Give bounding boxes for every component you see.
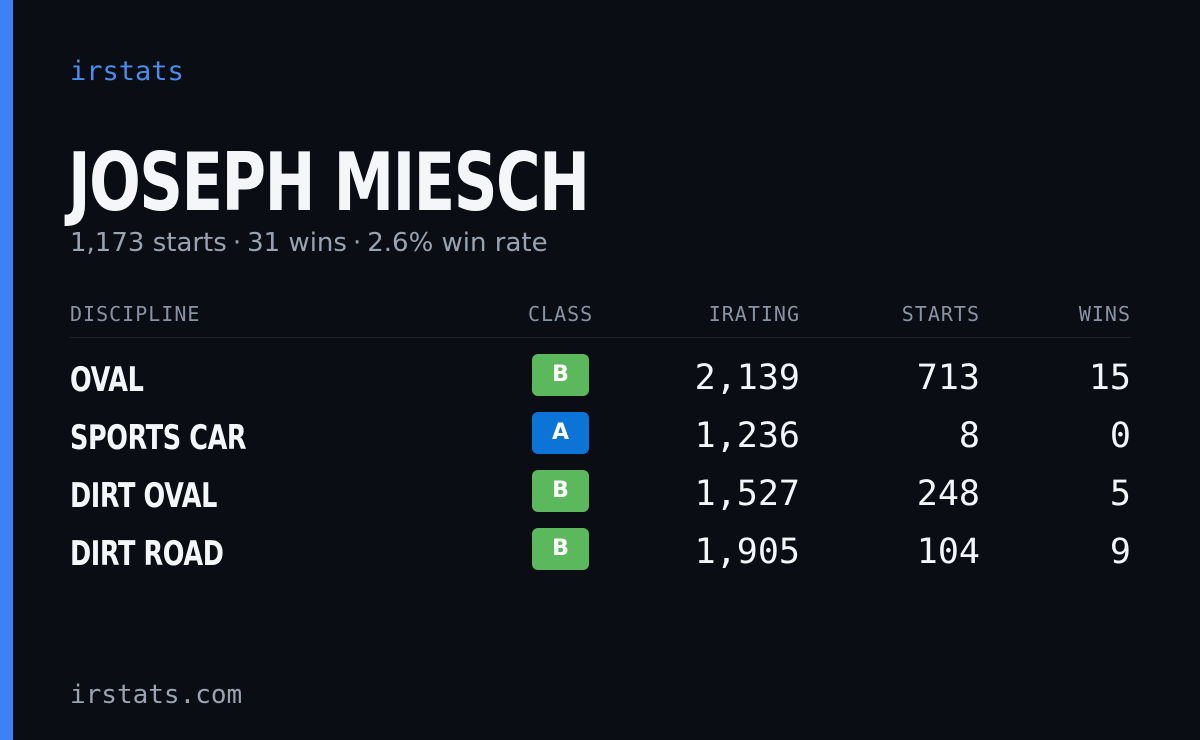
- starts-value: 248: [916, 474, 980, 514]
- starts-value: 8: [958, 416, 980, 456]
- wins-value: 15: [1088, 358, 1131, 398]
- header-wins: WINS: [1078, 302, 1131, 326]
- starts-value: 713: [916, 358, 980, 398]
- win-rate: 2.6% win rate: [367, 228, 548, 258]
- header-irating: IRATING: [708, 302, 800, 326]
- class-badge: B: [532, 470, 589, 512]
- header-discipline: DISCIPLINE: [70, 302, 201, 326]
- table-row: SPORTS CAR A 1,236 8 0: [70, 412, 1131, 470]
- starts-value: 104: [916, 532, 980, 572]
- class-badge: B: [532, 354, 589, 396]
- discipline-name: DIRT OVAL: [70, 476, 218, 516]
- discipline-name: SPORTS CAR: [70, 418, 247, 458]
- header-starts: STARTS: [901, 302, 980, 326]
- brand-logo-text[interactable]: irstats: [70, 56, 184, 87]
- starts-total: 1,173 starts: [70, 228, 227, 258]
- irating-value: 1,236: [694, 416, 800, 456]
- accent-bar: [0, 0, 13, 740]
- table-header: DISCIPLINE CLASS IRATING STARTS WINS: [70, 300, 1131, 338]
- table-row: OVAL B 2,139 713 15: [70, 354, 1131, 412]
- wins-value: 0: [1109, 416, 1131, 456]
- wins-value: 9: [1109, 532, 1131, 572]
- footer-url[interactable]: irstats.com: [70, 680, 243, 710]
- discipline-table: DISCIPLINE CLASS IRATING STARTS WINS OVA…: [70, 300, 1131, 574]
- discipline-name: DIRT ROAD: [70, 534, 224, 574]
- separator: ·: [232, 228, 242, 258]
- wins-value: 5: [1109, 474, 1131, 514]
- discipline-name: OVAL: [70, 360, 144, 400]
- driver-name: JOSEPH MIESCH: [68, 136, 590, 229]
- wins-total: 31 wins: [247, 228, 347, 258]
- table-row: DIRT OVAL B 1,527 248 5: [70, 470, 1131, 528]
- separator: ·: [352, 228, 362, 258]
- class-badge: A: [532, 412, 589, 454]
- class-badge: B: [532, 528, 589, 570]
- irating-value: 1,905: [694, 532, 800, 572]
- table-row: DIRT ROAD B 1,905 104 9: [70, 528, 1131, 586]
- irating-value: 2,139: [694, 358, 800, 398]
- header-class: CLASS: [528, 302, 594, 326]
- driver-summary: 1,173 starts · 31 wins · 2.6% win rate: [70, 228, 548, 258]
- irating-value: 1,527: [694, 474, 800, 514]
